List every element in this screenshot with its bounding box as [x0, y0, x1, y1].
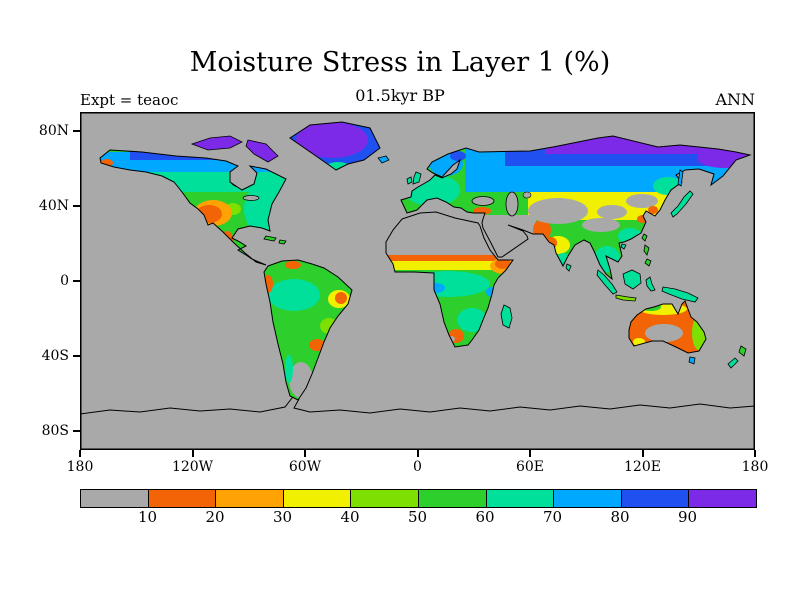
plot-title: Moisture Stress in Layer 1 (%)	[189, 47, 611, 78]
aral-sea	[522, 191, 532, 199]
x-axis-tick-mark	[304, 450, 306, 457]
islands	[263, 155, 699, 329]
x-axis-tick-mark	[191, 450, 194, 457]
x-axis-tick-label: 120E	[624, 459, 661, 475]
continent-south-america	[263, 259, 353, 401]
x-axis-tick-mark	[416, 450, 419, 457]
colorbar-tick-label: 80	[610, 508, 630, 526]
x-axis-tick-label: 60W	[288, 459, 322, 475]
colorbar-segment	[216, 490, 284, 507]
colorbar-tick-label: 50	[407, 508, 428, 526]
colorbar-tick-label: 40	[340, 508, 360, 526]
x-axis-tick-mark	[529, 450, 531, 457]
tasmania	[688, 356, 696, 365]
x-axis-tick-label: 120W	[171, 459, 214, 475]
colorbar-tick-label: 30	[272, 508, 293, 526]
colorbar-tick-label: 10	[137, 508, 158, 526]
x-axis-tick-mark	[641, 450, 644, 457]
colorbar-segment	[486, 490, 555, 507]
y-axis-tick-mark	[73, 430, 80, 433]
y-axis-tick-label: 0	[60, 273, 69, 289]
x-axis-tick-label: 180	[66, 459, 94, 475]
colorbar-segment	[689, 490, 756, 507]
map-area: 80N 40N 0 40S 80S 180 120W 60W 0 60E 120E 180	[39, 112, 768, 475]
caspian-sea	[505, 191, 519, 217]
arctic-islands	[190, 135, 279, 163]
x-axis-tick-mark	[754, 450, 756, 457]
world-map	[80, 112, 755, 450]
colorbar	[80, 489, 757, 508]
season-label: ANN	[715, 90, 755, 109]
y-axis-tick-label: 40N	[38, 197, 69, 214]
colorbar-segment	[418, 490, 487, 507]
colorbar-labels: 10 20 30 40 50 60 70 80 90	[80, 508, 755, 528]
x-axis-tick-label: 60E	[515, 459, 545, 475]
y-axis-tick-mark	[73, 204, 80, 207]
x-axis-tick-mark	[79, 450, 81, 457]
colorbar-tick-label: 90	[677, 508, 698, 526]
y-axis-tick-mark	[73, 129, 80, 132]
experiment-label: Expt = teaoc	[80, 91, 179, 109]
y-axis-tick-label: 80S	[41, 423, 69, 440]
colorbar-segment	[283, 490, 352, 507]
colorbar-segment	[148, 490, 217, 507]
black-sea	[471, 196, 495, 206]
y-axis-tick-mark	[73, 280, 80, 282]
colorbar-tick-label: 70	[542, 508, 563, 526]
greenland	[289, 121, 381, 171]
x-axis-tick-label: 180	[741, 459, 769, 475]
colorbar-segment	[621, 490, 690, 507]
y-axis-tick-label: 40S	[41, 348, 69, 365]
colorbar-tick-label: 60	[475, 508, 495, 526]
map-frame	[80, 112, 755, 450]
plot-subtitle: 01.5kyr BP	[355, 86, 445, 105]
new-zealand	[727, 345, 747, 369]
x-axis-tick-label: 0	[413, 459, 422, 475]
colorbar-segment	[351, 490, 419, 507]
y-axis-tick-mark	[73, 355, 80, 358]
colorbar-segment	[81, 490, 149, 507]
y-axis-tick-label: 80N	[38, 122, 69, 139]
colorbar-tick-label: 20	[205, 508, 225, 526]
colorbar-segment	[554, 490, 622, 507]
